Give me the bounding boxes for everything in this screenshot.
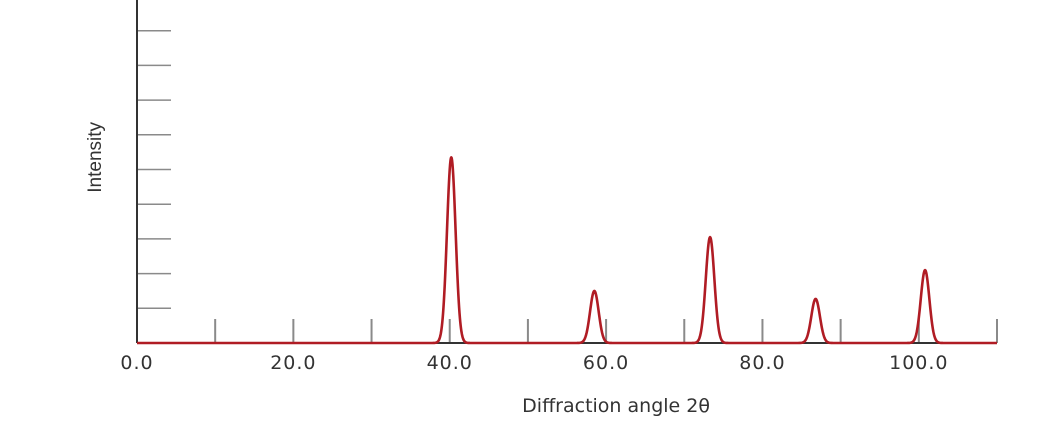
y-axis-title: Intensity	[85, 121, 106, 192]
diffraction-peaks	[451, 157, 926, 300]
x-tick-label: 40.0	[427, 352, 473, 374]
diffraction-pattern-line	[136, 156, 998, 345]
y-axis-ticks	[137, 29, 171, 310]
x-tick-label: 0.0	[120, 352, 153, 374]
x-tick-label: 80.0	[739, 352, 785, 374]
x-axis-tick-labels: 0.0 20.0 40.0 60.0 80.0 100.0	[120, 352, 948, 374]
x-tick-label: 20.0	[270, 352, 316, 374]
x-tick-label: 60.0	[583, 352, 629, 374]
x-axis-ticks	[136, 319, 998, 343]
x-axis-title: Diffraction angle 2θ	[522, 395, 710, 417]
x-tick-label: 100.0	[889, 352, 948, 374]
